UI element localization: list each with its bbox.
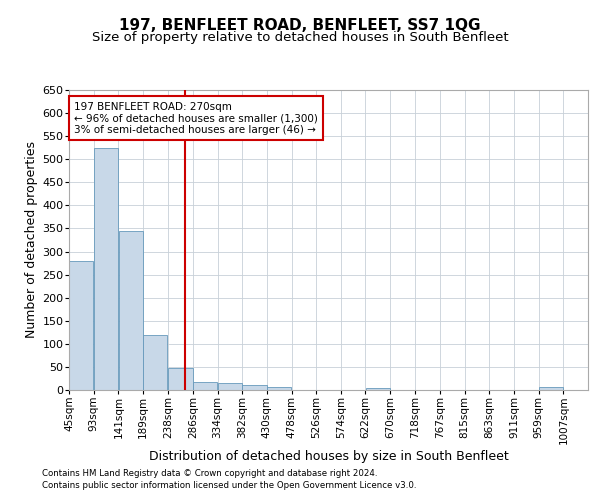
Text: Size of property relative to detached houses in South Benfleet: Size of property relative to detached ho…	[92, 31, 508, 44]
X-axis label: Distribution of detached houses by size in South Benfleet: Distribution of detached houses by size …	[149, 450, 508, 462]
Bar	[539, 387, 563, 390]
Text: Contains HM Land Registry data © Crown copyright and database right 2024.: Contains HM Land Registry data © Crown c…	[42, 468, 377, 477]
Bar	[267, 387, 291, 390]
Text: 197 BENFLEET ROAD: 270sqm
← 96% of detached houses are smaller (1,300)
3% of sem: 197 BENFLEET ROAD: 270sqm ← 96% of detac…	[74, 102, 318, 134]
Bar	[94, 148, 118, 390]
Bar	[242, 386, 266, 390]
Bar	[366, 388, 390, 390]
Bar	[119, 231, 143, 390]
Y-axis label: Number of detached properties: Number of detached properties	[25, 142, 38, 338]
Text: 197, BENFLEET ROAD, BENFLEET, SS7 1QG: 197, BENFLEET ROAD, BENFLEET, SS7 1QG	[119, 18, 481, 32]
Bar	[143, 334, 167, 390]
Bar	[69, 261, 94, 390]
Bar	[218, 383, 242, 390]
Bar	[193, 382, 217, 390]
Bar	[169, 368, 193, 390]
Text: Contains public sector information licensed under the Open Government Licence v3: Contains public sector information licen…	[42, 481, 416, 490]
